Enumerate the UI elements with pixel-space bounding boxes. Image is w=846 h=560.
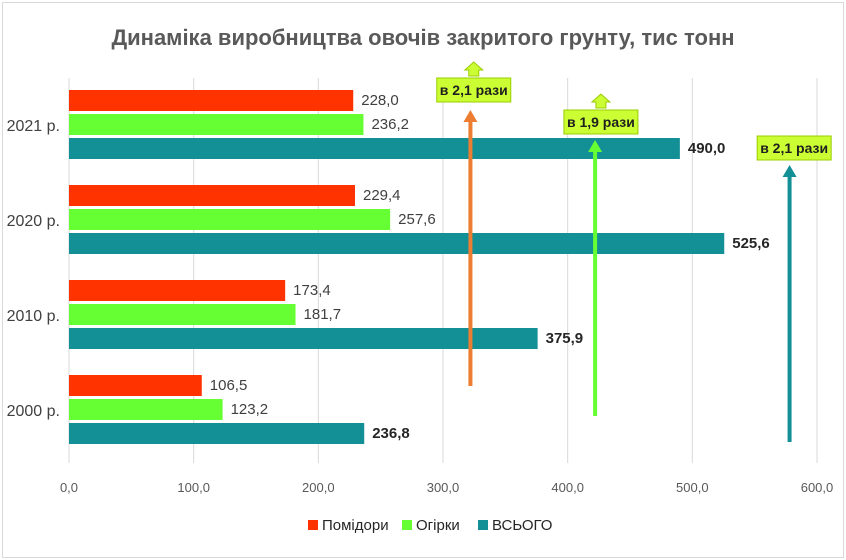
data-label: 229,4 (363, 187, 401, 204)
growth-callout: в 1,9 рази (563, 109, 639, 135)
category-label: 2021 р. (7, 118, 60, 135)
data-label: 375,9 (546, 330, 584, 347)
data-label: 525,6 (732, 235, 770, 252)
data-label: 490,0 (688, 140, 726, 157)
y-axis: 2021 р. 2020 р. 2010 р. 2000 р. (7, 118, 60, 420)
callout-box (436, 77, 512, 103)
callout-label: в 1,9 рази (567, 114, 635, 130)
legend-swatch (478, 520, 488, 530)
bar (69, 304, 296, 325)
x-tick-label: 200,0 (302, 480, 335, 495)
data-label: 257,6 (398, 211, 436, 228)
legend-label: Огірки (416, 517, 460, 534)
growth-callout: в 2,1 рази (436, 77, 512, 103)
chart-title: Динаміка виробництва овочів закритого гр… (111, 25, 734, 50)
data-label: 228,0 (361, 92, 399, 109)
x-tick-label: 0,0 (60, 480, 78, 495)
bar (69, 90, 354, 111)
bar (69, 423, 365, 444)
callout-label: в 2,1 рази (440, 82, 508, 98)
callout-box (563, 109, 639, 135)
bars: 228,0 236,2 490,0 229,4 257,6 525,6 173,4 181,7… (69, 90, 770, 444)
legend: Помідори Огірки ВСЬОГО (308, 517, 552, 534)
data-label: 106,5 (210, 377, 248, 394)
callout-pointer (590, 93, 612, 109)
data-label: 236,8 (372, 425, 410, 442)
x-tick-label: 600,0 (801, 480, 834, 495)
bar (69, 114, 364, 135)
category-label: 2000 р. (7, 403, 60, 420)
bar (69, 328, 538, 349)
legend-label: Помідори (322, 517, 389, 534)
bar (69, 280, 286, 301)
x-tick-label: 300,0 (427, 480, 460, 495)
bar (69, 399, 223, 420)
data-label: 173,4 (293, 282, 331, 299)
callout-box (756, 135, 832, 161)
category-label: 2020 р. (7, 213, 60, 230)
bar (69, 375, 202, 396)
data-label: 236,2 (371, 116, 409, 133)
growth-arrow-head (782, 165, 797, 177)
x-tick-label: 100,0 (177, 480, 210, 495)
legend-label: ВСЬОГО (492, 517, 552, 534)
callouts: в 2,1 рази в 1,9 рази в 2,1 рази (436, 61, 832, 442)
bar (69, 185, 355, 206)
growth-callout: в 2,1 рази (756, 135, 832, 161)
callout-label: в 2,1 рази (760, 140, 828, 156)
data-label: 181,7 (304, 306, 342, 323)
bar (69, 233, 725, 254)
bar (69, 209, 391, 230)
data-label: 123,2 (231, 401, 269, 418)
x-axis: 0,0 100,0 200,0 300,0 400,0 500,0 600,0 (60, 480, 833, 495)
legend-swatch (308, 520, 318, 530)
category-label: 2010 р. (7, 308, 60, 325)
bar (69, 138, 680, 159)
growth-arrow-head (588, 140, 603, 152)
callout-pointer (463, 61, 485, 77)
growth-arrow-head (463, 110, 478, 122)
legend-swatch (402, 520, 412, 530)
x-tick-label: 400,0 (551, 480, 584, 495)
x-tick-label: 500,0 (676, 480, 709, 495)
